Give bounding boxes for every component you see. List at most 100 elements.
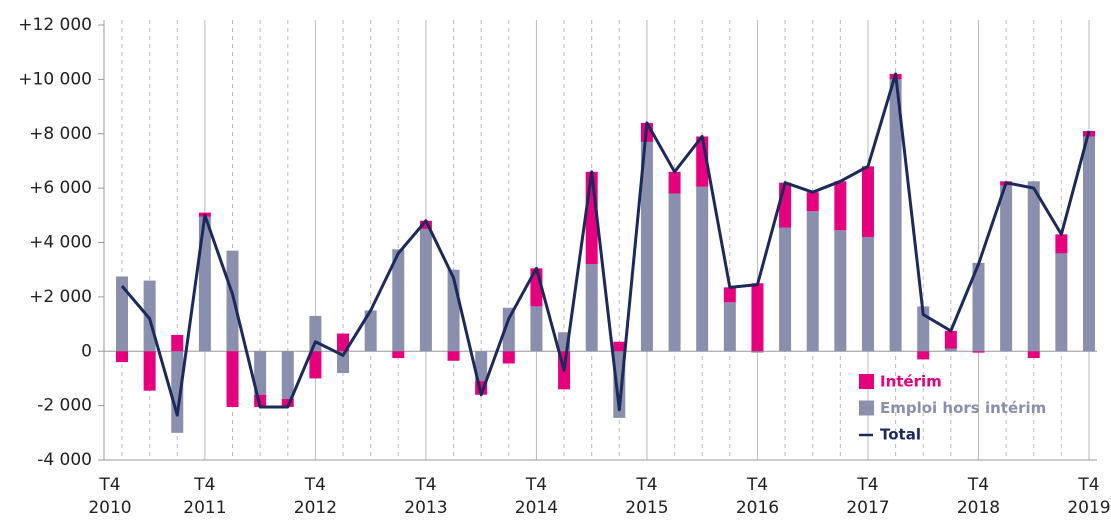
y-tick-label: +4 000 [29,233,92,253]
bar [751,351,764,353]
x-tick-label-line: T4 [98,475,120,495]
bar [861,237,874,352]
x-tick-label-line: 2019 [1067,498,1110,518]
legend-label: Intérim [880,373,942,391]
bar [1055,253,1068,352]
x-tick-label-line: T4 [856,475,878,495]
bar [585,264,598,352]
bar [419,220,432,229]
bar [226,351,239,407]
x-tick-label: T4 2017 [846,475,889,518]
bar [861,166,874,238]
x-tick-label-line: 2014 [515,498,558,518]
bar [668,171,681,194]
bar [254,351,267,395]
bar [779,227,792,352]
bar [1027,181,1040,352]
bar [613,341,626,352]
y-tick-label: +6 000 [29,178,92,198]
bar [337,333,350,352]
x-tick-label-line: T4 [635,475,657,495]
x-tick-label: T4 2018 [957,475,1000,518]
bar [1083,136,1095,352]
bar [419,228,432,352]
bar [447,351,460,361]
x-tick-label: T4 2016 [736,475,779,518]
bar [723,302,736,352]
bar [502,307,515,352]
y-tick-label: -4 000 [37,450,92,470]
x-tick-label-line: 2012 [294,498,337,518]
x-tick-label-line: 2018 [957,498,1000,518]
bar [116,276,128,352]
bar [171,351,184,433]
x-tick-label-line: T4 [525,475,547,495]
bar [696,186,709,352]
bar [751,283,764,352]
bar [806,192,819,212]
bar [806,211,819,352]
bar [723,287,736,303]
bar [281,398,294,407]
bar [834,230,847,352]
x-tick-label-line: 2013 [404,498,447,518]
x-tick-label-line: 2015 [625,498,668,518]
bar [309,315,322,352]
x-tick-label-line: T4 [304,475,326,495]
x-tick-label: T4 2015 [625,475,668,518]
bar [337,351,350,373]
legend-label: Emploi hors intérim [880,399,1046,417]
bar [281,351,294,399]
bar [917,351,930,360]
x-tick-label-line: 2010 [88,498,131,518]
x-tick-label-line: T4 [414,475,436,495]
x-tick-label-line: T4 [1077,475,1099,495]
legend-label: Total [880,426,921,444]
bar [392,351,405,359]
bar [309,351,322,379]
bar [779,182,792,228]
bar [116,351,128,363]
legend-marker [859,374,874,389]
bar [668,193,681,352]
y-tick-label: +8 000 [29,124,92,144]
x-tick-label-line: T4 [967,475,989,495]
x-tick-label-line: 2017 [846,498,889,518]
bar [143,351,156,391]
bar [972,351,985,353]
y-tick-label: +12 000 [18,15,92,35]
y-tick-label: 0 [81,341,92,361]
total-line [120,72,1091,417]
bar [364,310,377,352]
bar [475,351,488,382]
bar [972,262,985,352]
x-tick-label: T4 2019 [1067,475,1110,518]
x-tick-label-line: T4 [746,475,768,495]
bar [944,330,957,349]
y-tick-label: +10 000 [18,69,92,89]
x-tick-label: T4 2012 [294,475,337,518]
bar [1027,351,1040,359]
x-tick-label: T4 2010 [88,475,131,518]
bar [1055,234,1068,254]
x-tick-label-line: 2016 [736,498,779,518]
bar [944,348,957,352]
bar [834,181,847,231]
x-tick-label: T4 2014 [515,475,558,518]
bar [392,249,405,352]
bar [198,216,211,352]
bar [889,79,902,352]
x-tick-label: T4 2013 [404,475,447,518]
bar [226,250,239,352]
y-tick-label: +2 000 [29,287,92,307]
x-tick-label-line: 2011 [183,498,226,518]
bar [171,334,184,352]
y-tick-label: -2 000 [37,396,92,416]
bar [640,141,653,352]
bar [1000,185,1013,352]
bar [502,351,515,364]
legend-marker [859,400,874,416]
x-tick-label-line: T4 [193,475,215,495]
